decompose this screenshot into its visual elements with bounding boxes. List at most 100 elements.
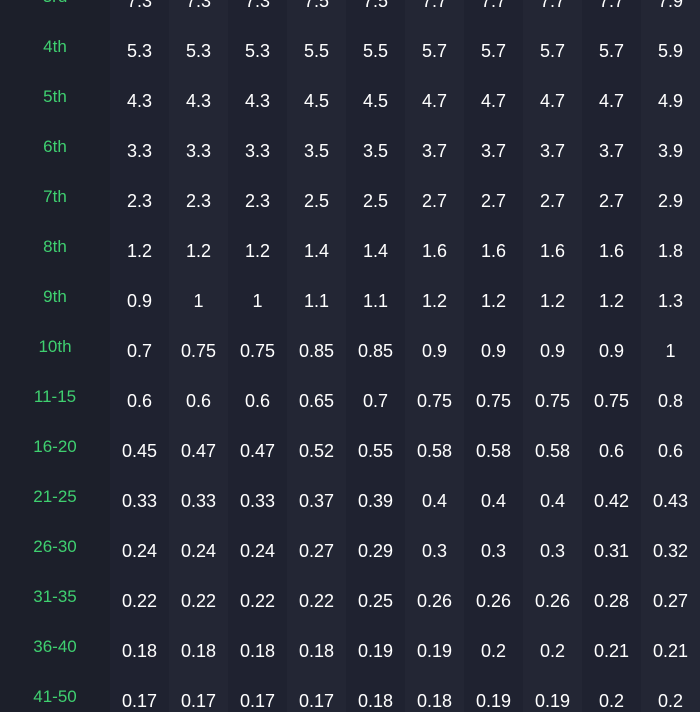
value-cell: 0.4 bbox=[464, 475, 523, 525]
value-cell: 0.18 bbox=[169, 625, 228, 675]
value-cell: 5.7 bbox=[464, 25, 523, 75]
table-row: 7th 2.3 2.3 2.3 2.5 2.5 2.7 2.7 2.7 2.7 2.9 bbox=[0, 175, 700, 225]
value-cell: 0.17 bbox=[110, 675, 169, 712]
value-cell: 0.18 bbox=[346, 675, 405, 712]
value-cell: 0.25 bbox=[346, 575, 405, 625]
value-cell: 0.52 bbox=[287, 425, 346, 475]
value-cell: 0.24 bbox=[110, 525, 169, 575]
value-cell: 0.75 bbox=[228, 325, 287, 375]
value-cell: 0.42 bbox=[582, 475, 641, 525]
value-cell: 0.2 bbox=[523, 625, 582, 675]
value-cell: 4.5 bbox=[287, 75, 346, 125]
value-cell: 1.6 bbox=[523, 225, 582, 275]
value-cell: 1.2 bbox=[169, 225, 228, 275]
rank-cell: 7th bbox=[0, 175, 110, 225]
value-cell: 1.3 bbox=[641, 275, 700, 325]
value-cell: 5.7 bbox=[405, 25, 464, 75]
value-cell: 5.3 bbox=[110, 25, 169, 75]
value-cell: 0.4 bbox=[405, 475, 464, 525]
value-cell: 2.3 bbox=[169, 175, 228, 225]
value-cell: 1 bbox=[228, 275, 287, 325]
value-cell: 3.3 bbox=[228, 125, 287, 175]
value-cell: 4.3 bbox=[228, 75, 287, 125]
value-cell: 0.32 bbox=[641, 525, 700, 575]
value-cell: 0.22 bbox=[110, 575, 169, 625]
value-cell: 7.5 bbox=[346, 0, 405, 25]
value-cell: 4.7 bbox=[523, 75, 582, 125]
value-cell: 0.47 bbox=[169, 425, 228, 475]
value-cell: 0.26 bbox=[523, 575, 582, 625]
value-cell: 0.18 bbox=[110, 625, 169, 675]
table-row: 10th 0.7 0.75 0.75 0.85 0.85 0.9 0.9 0.9 0.9 1 bbox=[0, 325, 700, 375]
value-cell: 4.7 bbox=[405, 75, 464, 125]
value-cell: 0.2 bbox=[464, 625, 523, 675]
table-row: 6th 3.3 3.3 3.3 3.5 3.5 3.7 3.7 3.7 3.7 3.9 bbox=[0, 125, 700, 175]
table-row: 5th 4.3 4.3 4.3 4.5 4.5 4.7 4.7 4.7 4.7 4.9 bbox=[0, 75, 700, 125]
value-cell: 7.3 bbox=[169, 0, 228, 25]
value-cell: 0.75 bbox=[169, 325, 228, 375]
value-cell: 0.29 bbox=[346, 525, 405, 575]
value-cell: 1.6 bbox=[405, 225, 464, 275]
rank-cell: 5th bbox=[0, 75, 110, 125]
value-cell: 1.1 bbox=[287, 275, 346, 325]
value-cell: 0.8 bbox=[641, 375, 700, 425]
table-row: 36-40 0.18 0.18 0.18 0.18 0.19 0.19 0.2 0.2 0.21 0… bbox=[0, 625, 700, 675]
value-cell: 1.2 bbox=[523, 275, 582, 325]
value-cell: 0.2 bbox=[641, 675, 700, 712]
value-cell: 0.37 bbox=[287, 475, 346, 525]
value-cell: 1 bbox=[169, 275, 228, 325]
value-cell: 0.75 bbox=[582, 375, 641, 425]
value-cell: 0.75 bbox=[523, 375, 582, 425]
value-cell: 4.3 bbox=[169, 75, 228, 125]
rank-cell: 26-30 bbox=[0, 525, 110, 575]
value-cell: 1.8 bbox=[641, 225, 700, 275]
value-cell: 0.21 bbox=[641, 625, 700, 675]
rank-cell: 9th bbox=[0, 275, 110, 325]
value-cell: 0.22 bbox=[287, 575, 346, 625]
rank-cell: 21-25 bbox=[0, 475, 110, 525]
value-cell: 7.7 bbox=[464, 0, 523, 25]
value-cell: 0.26 bbox=[464, 575, 523, 625]
value-cell: 2.5 bbox=[346, 175, 405, 225]
value-cell: 5.5 bbox=[287, 25, 346, 75]
rank-cell: 41-50 bbox=[0, 675, 110, 712]
value-cell: 0.6 bbox=[228, 375, 287, 425]
value-cell: 0.9 bbox=[523, 325, 582, 375]
value-cell: 0.3 bbox=[405, 525, 464, 575]
value-cell: 3.5 bbox=[287, 125, 346, 175]
value-cell: 0.19 bbox=[346, 625, 405, 675]
value-cell: 0.4 bbox=[523, 475, 582, 525]
value-cell: 0.6 bbox=[641, 425, 700, 475]
rank-cell: 11-15 bbox=[0, 375, 110, 425]
value-cell: 0.3 bbox=[523, 525, 582, 575]
value-cell: 7.7 bbox=[523, 0, 582, 25]
value-cell: 0.28 bbox=[582, 575, 641, 625]
table-row: 8th 1.2 1.2 1.2 1.4 1.4 1.6 1.6 1.6 1.6 1.8 bbox=[0, 225, 700, 275]
value-cell: 0.75 bbox=[464, 375, 523, 425]
value-cell: 0.47 bbox=[228, 425, 287, 475]
value-cell: 5.5 bbox=[346, 25, 405, 75]
value-cell: 7.3 bbox=[228, 0, 287, 25]
value-cell: 0.43 bbox=[641, 475, 700, 525]
value-cell: 0.58 bbox=[464, 425, 523, 475]
value-cell: 0.18 bbox=[405, 675, 464, 712]
value-cell: 5.3 bbox=[169, 25, 228, 75]
rank-cell: 6th bbox=[0, 125, 110, 175]
value-cell: 5.7 bbox=[582, 25, 641, 75]
value-cell: 0.6 bbox=[169, 375, 228, 425]
value-cell: 4.9 bbox=[641, 75, 700, 125]
rank-cell: 10th bbox=[0, 325, 110, 375]
value-cell: 2.9 bbox=[641, 175, 700, 225]
table-row: 3rd7.37.37.37.57.57.77.77.77.77.9 bbox=[0, 0, 700, 25]
value-cell: 3.7 bbox=[582, 125, 641, 175]
value-cell: 0.58 bbox=[523, 425, 582, 475]
value-cell: 0.9 bbox=[582, 325, 641, 375]
value-cell: 4.5 bbox=[346, 75, 405, 125]
value-cell: 3.5 bbox=[346, 125, 405, 175]
value-cell: 4.7 bbox=[464, 75, 523, 125]
table-row: 4th 5.3 5.3 5.3 5.5 5.5 5.7 5.7 5.7 5.7 5.9 bbox=[0, 25, 700, 75]
value-cell: 0.3 bbox=[464, 525, 523, 575]
value-cell: 0.2 bbox=[582, 675, 641, 712]
value-cell: 0.27 bbox=[641, 575, 700, 625]
